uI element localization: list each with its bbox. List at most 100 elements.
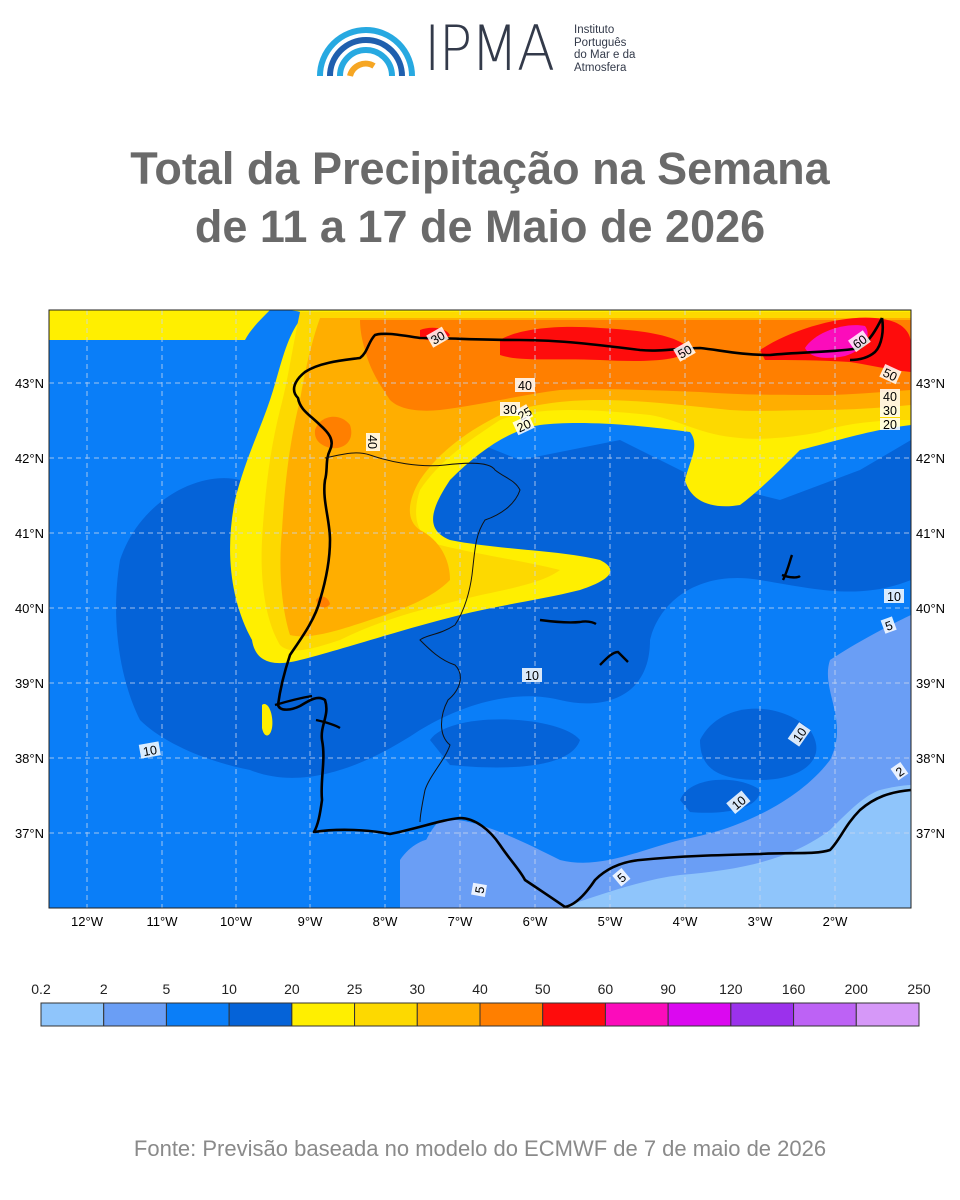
contour-label: 10	[138, 741, 161, 759]
contour-label: 50	[673, 340, 696, 362]
legend-swatch	[730, 1002, 795, 1027]
legend-tick-label: 250	[907, 981, 931, 997]
lon-label: 7°W	[448, 914, 473, 929]
svg-text:40: 40	[518, 379, 532, 393]
precipitation-field	[49, 310, 911, 908]
svg-text:40: 40	[883, 390, 897, 404]
lon-label: 9°W	[298, 914, 323, 929]
graticule	[49, 310, 911, 908]
logo-wordmark: IPMA	[424, 12, 555, 85]
legend-swatch	[165, 1002, 230, 1027]
lat-label: 42°N	[15, 451, 44, 466]
svg-text:50: 50	[675, 342, 694, 361]
lon-labels: 12°W 11°W 10°W 9°W 8°W 7°W 6°W 5°W 4°W 3…	[71, 914, 848, 929]
contour-label: 60	[848, 330, 871, 353]
ipma-arcs-icon	[317, 27, 415, 77]
legend-swatch	[103, 1002, 167, 1027]
legend-tick-label: 60	[598, 981, 614, 997]
svg-text:40: 40	[365, 435, 379, 449]
lat-label: 40°N	[916, 601, 945, 616]
border-north	[324, 452, 371, 459]
band-20-25	[262, 704, 273, 736]
legend-tick-label: 0.2	[31, 981, 51, 997]
legend-swatch	[40, 1002, 105, 1027]
svg-text:20: 20	[515, 417, 534, 436]
logo-subtitle-line: Atmosfera	[574, 61, 627, 74]
contour-label: 10	[787, 722, 811, 747]
band-0.2-2	[560, 785, 911, 908]
legend-tick-label: 40	[472, 981, 488, 997]
contour-label: 20	[880, 418, 900, 432]
band-10-20	[430, 719, 580, 768]
contour-label: 30	[880, 403, 900, 418]
contour-label: 10	[726, 790, 751, 815]
svg-text:50: 50	[881, 366, 900, 385]
lat-label: 37°N	[15, 826, 44, 841]
legend-tick-label: 200	[845, 981, 869, 997]
contour-label: 30	[500, 402, 520, 417]
contour-labels: 30 50 60 50 40 40 30 25 20 40 30 20 10 5…	[138, 326, 909, 897]
lat-label: 38°N	[916, 751, 945, 766]
contour-label: 40	[880, 389, 900, 404]
logo-subtitle-line: Português	[574, 36, 627, 49]
lon-label: 4°W	[673, 914, 698, 929]
coastline-estuary	[274, 694, 341, 730]
coastline-east	[849, 317, 885, 362]
legend-tick-label: 10	[221, 981, 237, 997]
band-10-20	[700, 708, 817, 780]
legend-tick-label: 20	[284, 981, 300, 997]
page-title: Total da Precipitação na Semana de 11 a …	[0, 140, 960, 256]
contour-label: 2	[890, 762, 909, 781]
svg-text:10: 10	[525, 669, 539, 683]
lat-label: 43°N	[916, 376, 945, 391]
lat-label: 41°N	[15, 526, 44, 541]
lat-label: 37°N	[916, 826, 945, 841]
svg-text:30: 30	[503, 403, 517, 417]
ipma-logo: IPMA Instituto Português do Mar e da Atm…	[312, 14, 652, 84]
lon-label: 10°W	[220, 914, 253, 929]
contour-label: 5	[880, 616, 897, 634]
lon-label: 6°W	[523, 914, 548, 929]
reservoir	[781, 554, 801, 581]
lat-labels-left: 43°N 42°N 41°N 40°N 39°N 38°N 37°N	[15, 376, 44, 841]
lon-label: 11°W	[147, 914, 179, 929]
legend-tick-label: 25	[347, 981, 363, 997]
band-2-5	[416, 615, 911, 908]
legend-tick-label: 50	[535, 981, 551, 997]
legend-tick-label: 90	[660, 981, 676, 997]
lat-label: 39°N	[15, 676, 44, 691]
border-portugal-spain	[369, 454, 521, 823]
logo-subtitle: Instituto Português do Mar e da Atmosfer…	[574, 24, 674, 74]
lon-label: 5°W	[598, 914, 623, 929]
lat-label: 38°N	[15, 751, 44, 766]
lon-label: 12°W	[71, 914, 104, 929]
contour-label: 10	[522, 668, 542, 683]
legend-swatch	[542, 1002, 606, 1027]
source-note: Fonte: Previsão baseada no modelo do ECM…	[133, 1136, 827, 1161]
legend-tick-label: 30	[409, 981, 425, 997]
legend-swatch	[479, 1002, 544, 1027]
lat-label: 40°N	[15, 601, 44, 616]
legend-swatch	[855, 1002, 920, 1027]
contour-label: 10	[884, 589, 904, 604]
lon-label: 8°W	[373, 914, 398, 929]
reservoir	[539, 618, 597, 626]
contour-label: 50	[879, 363, 902, 385]
svg-text:10: 10	[887, 590, 901, 604]
legend-tick-label: 120	[719, 981, 743, 997]
lon-label: 2°W	[823, 914, 848, 929]
svg-text:10: 10	[790, 725, 809, 744]
contour-label: 5	[612, 868, 631, 887]
contour-label: 40	[515, 378, 535, 393]
lat-labels-right: 43°N 42°N 41°N 40°N 39°N 38°N 37°N	[916, 376, 945, 841]
reservoir	[599, 650, 629, 666]
contour-label: 20	[512, 414, 535, 436]
legend-tick-label: 2	[100, 981, 108, 997]
legend-swatch	[416, 1002, 481, 1027]
legend-swatch	[667, 1002, 732, 1027]
lat-label: 42°N	[916, 451, 945, 466]
legend-tick-label: 5	[163, 981, 171, 997]
logo-subtitle-line: Instituto	[574, 24, 615, 36]
precipitation-map: 30 50 60 50 40 40 30 25 20 40 30 20 10 5…	[15, 309, 945, 1027]
svg-text:30: 30	[428, 328, 447, 347]
